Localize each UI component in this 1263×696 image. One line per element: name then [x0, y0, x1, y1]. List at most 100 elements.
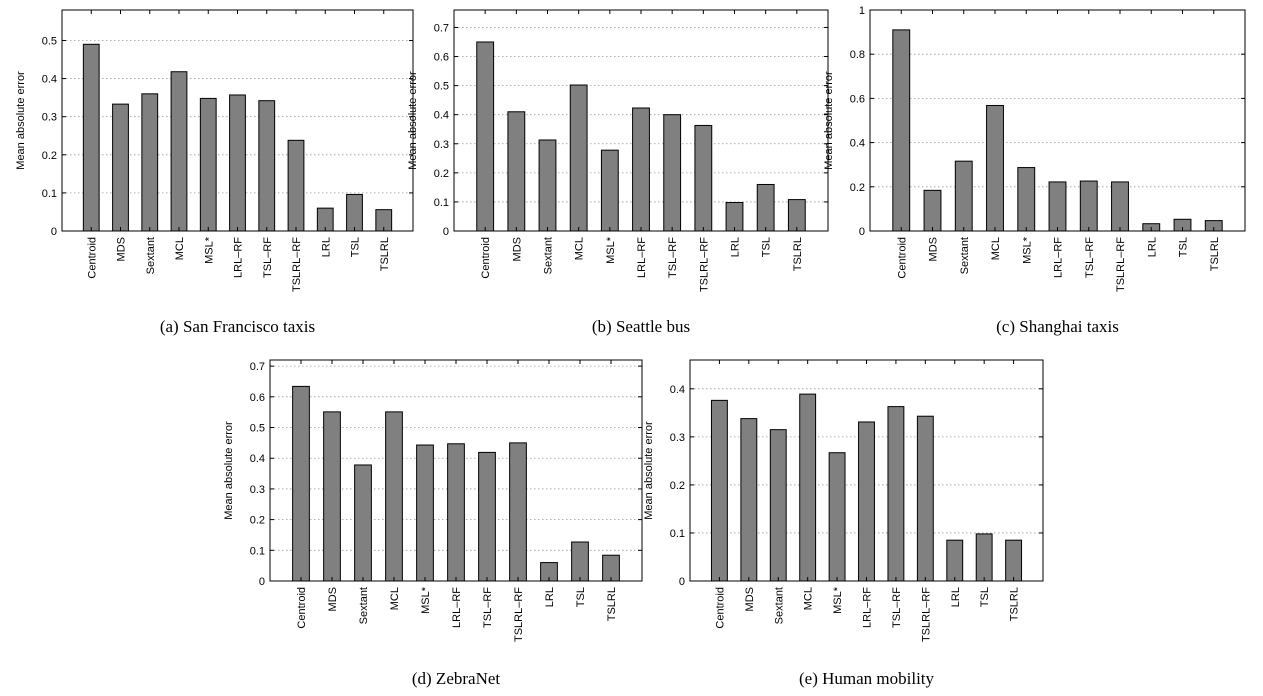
- bar-MDS: [923, 189, 942, 232]
- chart-panel-5: Centroid MDS Sextant MCL MSL* LRL–RF TSL–RF TSL…: [643, 359, 1044, 688]
- x-tick-label: TSL: [350, 237, 362, 257]
- plot-frame: [269, 359, 643, 582]
- bar-TSL: [571, 541, 589, 582]
- chart-panel-2: Centroid MDS Sextant MCL MSL* LRL–RF TSL–RF TSL…: [407, 9, 829, 336]
- x-tick-label: MSL*: [420, 586, 432, 614]
- x-tick-label: LRL–RF: [1053, 237, 1065, 278]
- plot-frame: [61, 9, 414, 232]
- bar-TSL–RF: [663, 114, 682, 232]
- bar-TSL: [975, 533, 993, 582]
- plot-frame: [689, 359, 1044, 582]
- x-tick-label: MCL: [389, 587, 401, 610]
- x-tick-label: TSL: [979, 587, 991, 607]
- bar-MDS: [507, 111, 526, 232]
- x-tick-label: MSL*: [1021, 236, 1033, 264]
- x-tick-label: Sextant: [543, 237, 555, 274]
- x-tick-label: TSL–RF: [262, 237, 274, 278]
- bar-MDS: [740, 418, 758, 582]
- y-tick-label: 0.5: [42, 35, 57, 47]
- y-axis-label: Mean absolute error: [15, 71, 27, 170]
- x-tick-label: Centroid: [896, 237, 908, 279]
- x-tick-label: TSL: [575, 587, 587, 607]
- panel-caption: (a) San Francisco taxis: [160, 317, 315, 336]
- bar-Centroid: [710, 399, 728, 582]
- x-tick-label: MCL: [174, 237, 186, 260]
- x-tick-label: LRL: [544, 587, 556, 607]
- bar-MCL: [569, 84, 588, 232]
- x-tick-label: MDS: [511, 237, 523, 261]
- bar-MDS: [112, 103, 129, 232]
- y-tick-label: 0.6: [850, 93, 865, 105]
- x-tick-label: LRL–RF: [862, 587, 874, 628]
- y-axis-label: Mean absolute error: [643, 421, 655, 520]
- x-tick-label: TSLRL–RF: [291, 237, 303, 292]
- x-tick-label: MCL: [574, 237, 586, 260]
- bar-MCL: [986, 104, 1004, 232]
- panel-caption: (d) ZebraNet: [412, 669, 501, 688]
- x-tick-label: Sextant: [959, 237, 971, 274]
- x-tick-label: MDS: [327, 587, 339, 611]
- y-tick-label: 0.2: [42, 150, 57, 162]
- x-tick-label: TSLRL: [606, 587, 618, 621]
- x-tick-label: TSLRL: [379, 237, 391, 271]
- x-tick-label: MSL*: [203, 236, 215, 264]
- y-tick-label: 1: [859, 5, 865, 17]
- bar-TSL–RF: [887, 406, 905, 582]
- x-tick-label: Sextant: [358, 587, 370, 624]
- bar-LRL: [725, 202, 744, 232]
- x-tick-label: Centroid: [480, 237, 492, 279]
- x-tick-label: LRL: [950, 587, 962, 607]
- bar-TSLRL–RF: [1111, 181, 1129, 232]
- x-tick-label: Centroid: [86, 237, 98, 279]
- chart-panel-1: Centroid MDS Sextant MCL MSL* LRL–RF TSL–RF TSL…: [15, 9, 414, 336]
- bar-Sextant: [354, 464, 372, 582]
- x-tick-label: LRL: [1146, 237, 1158, 257]
- bar-TSLRL: [787, 199, 806, 232]
- x-tick-label: TSL: [761, 237, 773, 257]
- y-tick-label: 0.3: [250, 484, 265, 496]
- x-tick-label: LRL–RF: [233, 237, 245, 278]
- x-tick-label: TSL–RF: [667, 237, 679, 278]
- y-tick-label: 0: [259, 576, 265, 588]
- y-tick-label: 0: [443, 226, 449, 238]
- y-tick-label: 0.1: [434, 197, 449, 209]
- bar-Centroid: [476, 41, 495, 232]
- bar-MSL*: [600, 149, 619, 232]
- x-tick-label: MCL: [803, 587, 815, 610]
- x-tick-label: MSL*: [832, 586, 844, 614]
- x-tick-label: TSL–RF: [891, 587, 903, 628]
- bar-LRL: [946, 539, 964, 582]
- bar-TSL: [756, 183, 775, 232]
- x-tick-label: TSLRL–RF: [920, 587, 932, 642]
- y-tick-label: 0.5: [250, 423, 265, 435]
- bar-Sextant: [954, 160, 973, 232]
- x-tick-label: MDS: [928, 237, 940, 261]
- x-tick-label: LRL: [320, 237, 332, 257]
- x-tick-label: TSLRL: [1209, 237, 1221, 271]
- bar-Sextant: [141, 93, 159, 232]
- bar-TSLRL–RF: [287, 139, 305, 232]
- y-tick-label: 0.4: [670, 384, 685, 396]
- bar-MCL: [799, 393, 817, 582]
- y-tick-label: 0.3: [670, 432, 685, 444]
- x-tick-label: MCL: [990, 237, 1002, 260]
- y-tick-label: 0.6: [250, 392, 265, 404]
- y-axis-label: Mean absolute error: [407, 71, 419, 170]
- y-axis-label: Mean absolute error: [223, 421, 235, 520]
- y-tick-label: 0.2: [670, 480, 685, 492]
- y-tick-label: 0.4: [42, 74, 57, 86]
- bar-Sextant: [538, 139, 557, 232]
- x-tick-label: Centroid: [296, 587, 308, 629]
- bar-LRL–RF: [858, 421, 875, 582]
- y-tick-label: 0.4: [434, 110, 449, 122]
- x-tick-label: LRL–RF: [451, 587, 463, 628]
- y-axis-label: Mean absolute error: [823, 71, 835, 170]
- bar-Centroid: [892, 29, 911, 232]
- bar-LRL–RF: [632, 107, 650, 232]
- x-tick-label: TSLRL–RF: [698, 237, 710, 292]
- panel-caption: (b) Seattle bus: [592, 317, 690, 336]
- y-tick-label: 0.3: [42, 112, 57, 124]
- y-tick-label: 0.1: [250, 545, 265, 557]
- panel-caption: (c) Shanghai taxis: [996, 317, 1119, 336]
